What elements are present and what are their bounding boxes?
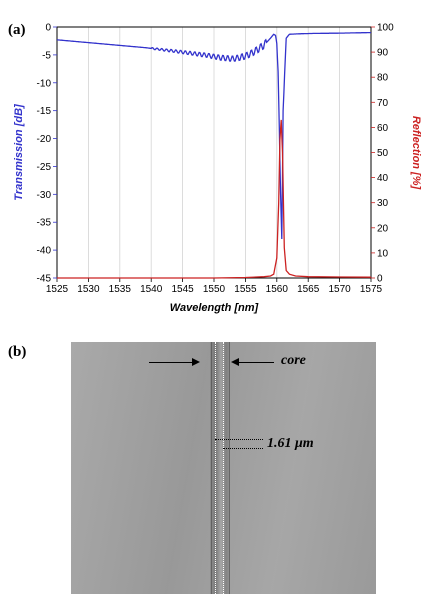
- y-right-tick-label: 0: [377, 274, 383, 285]
- y-right-tick-label: 50: [377, 148, 389, 159]
- y-left-tick-label: -35: [37, 218, 52, 229]
- left-arrow-shaft: [149, 362, 193, 363]
- y-left-tick-label: -40: [37, 246, 52, 257]
- measure-line-bottom: [223, 448, 263, 449]
- x-tick-label: 1535: [109, 284, 132, 295]
- fiber-core-band: [210, 342, 230, 594]
- y-right-tick-label: 20: [377, 223, 389, 234]
- core-label: core: [281, 353, 306, 368]
- right-pointing-arrow-icon: [192, 358, 200, 366]
- panel-a-label: (a): [8, 22, 26, 38]
- x-tick-label: 1570: [328, 284, 351, 295]
- y-right-tick-label: 60: [377, 123, 389, 134]
- fiber-micrograph: core 1.61 μm: [71, 342, 376, 594]
- y-left-tick-label: -20: [37, 134, 52, 145]
- y-left-tick-label: 0: [45, 23, 51, 34]
- x-tick-label: 1555: [234, 284, 257, 295]
- x-tick-label: 1560: [266, 284, 289, 295]
- reflection-series-line: [57, 119, 372, 279]
- grating-right-dotted-line: [223, 342, 224, 594]
- y-right-tick-label: 100: [377, 23, 394, 34]
- transmission-series-line: [56, 31, 371, 240]
- x-tick-label: 1545: [171, 284, 194, 295]
- x-tick-label: 1565: [297, 284, 320, 295]
- core-right-edge: [229, 342, 230, 594]
- y-left-tick-label: -25: [37, 162, 52, 173]
- y-left-tick-label: -45: [37, 274, 52, 285]
- x-tick-label: 1575: [360, 284, 383, 295]
- y-left-tick-label: -15: [37, 106, 52, 117]
- y-right-tick-label: 40: [377, 173, 389, 184]
- x-tick-label: 1530: [77, 284, 100, 295]
- y-right-tick-label: 70: [377, 98, 389, 109]
- y-left-tick-label: -5: [42, 50, 51, 61]
- y-right-tick-label: 90: [377, 48, 389, 59]
- x-tick-label: 1550: [203, 284, 226, 295]
- panel-b-label: (b): [8, 344, 27, 360]
- transmission-reflection-chart: 1525 1530 1535 1540 1545 1550 1555 1560 1565 1570…: [13, 23, 422, 315]
- x-tick-label: 1525: [46, 284, 69, 295]
- y-left-tick-label: -30: [37, 190, 52, 201]
- core-left-edge: [211, 342, 212, 594]
- y-right-tick-label: 30: [377, 198, 389, 209]
- y-right-axis-title: Reflection [%]: [410, 116, 422, 190]
- y-right-tick-label: 80: [377, 73, 389, 84]
- measurement-label: 1.61 μm: [267, 436, 314, 451]
- x-axis-title: Wavelength [nm]: [170, 302, 259, 314]
- x-tick-label: 1540: [140, 284, 163, 295]
- y-left-axis-title: Transmission [dB]: [13, 104, 25, 201]
- left-pointing-arrow-icon: [231, 358, 239, 366]
- grating-left-dotted-line: [215, 342, 216, 594]
- measure-line-top: [215, 439, 263, 440]
- y-left-tick-label: -10: [37, 78, 52, 89]
- right-arrow-shaft: [238, 362, 274, 363]
- y-right-tick-label: 10: [377, 248, 389, 259]
